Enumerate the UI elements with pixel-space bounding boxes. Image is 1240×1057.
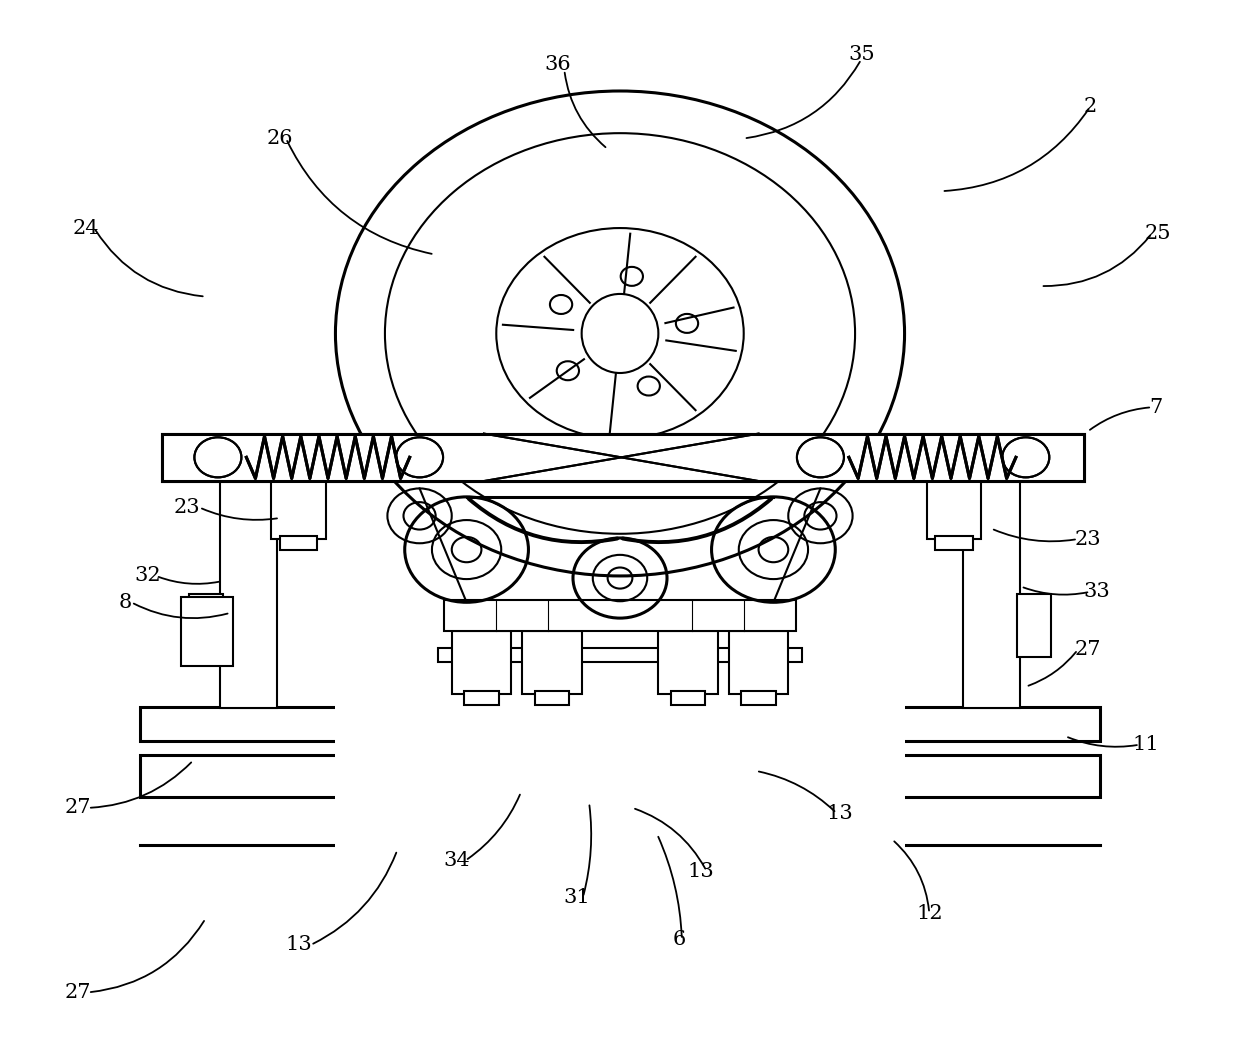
Bar (464, 691, 498, 705)
Bar (140, 755, 1100, 797)
Text: 32: 32 (134, 567, 161, 586)
Text: 13: 13 (687, 861, 714, 880)
Text: 23: 23 (1074, 530, 1101, 549)
Bar (221, 481, 278, 708)
Bar (962, 481, 1019, 708)
Text: 13: 13 (827, 803, 853, 822)
Text: 27: 27 (1074, 641, 1101, 660)
Text: 13: 13 (285, 935, 311, 954)
Text: 8: 8 (119, 593, 131, 612)
Text: 34: 34 (444, 851, 470, 870)
Bar (272, 481, 326, 539)
Bar (522, 631, 582, 694)
Bar (926, 481, 981, 539)
Bar (729, 631, 789, 694)
Text: 26: 26 (267, 129, 293, 148)
Text: 11: 11 (1132, 735, 1159, 754)
Text: 2: 2 (1084, 97, 1096, 116)
Bar (162, 433, 1084, 481)
Text: 23: 23 (174, 498, 201, 517)
Text: 33: 33 (1083, 582, 1110, 601)
Text: 12: 12 (916, 904, 942, 923)
Bar (742, 691, 776, 705)
Bar (658, 631, 718, 694)
Bar (671, 691, 706, 705)
Bar (280, 536, 317, 550)
Bar (1017, 594, 1050, 657)
Text: 25: 25 (1145, 224, 1172, 243)
Text: 35: 35 (848, 44, 874, 63)
Bar (162, 433, 1084, 481)
Text: 6: 6 (673, 930, 686, 949)
Text: 24: 24 (72, 219, 99, 238)
Bar (444, 600, 796, 631)
Text: 36: 36 (544, 55, 572, 74)
Bar (451, 631, 511, 694)
Bar (438, 648, 802, 663)
Bar (140, 707, 1100, 741)
Bar (190, 594, 223, 657)
Bar (336, 480, 904, 1056)
Bar (534, 691, 569, 705)
Text: 31: 31 (563, 888, 590, 907)
Text: 27: 27 (64, 983, 92, 1002)
Bar (935, 536, 972, 550)
Bar (181, 597, 233, 666)
Text: 27: 27 (64, 798, 92, 817)
Text: 7: 7 (1149, 397, 1162, 416)
